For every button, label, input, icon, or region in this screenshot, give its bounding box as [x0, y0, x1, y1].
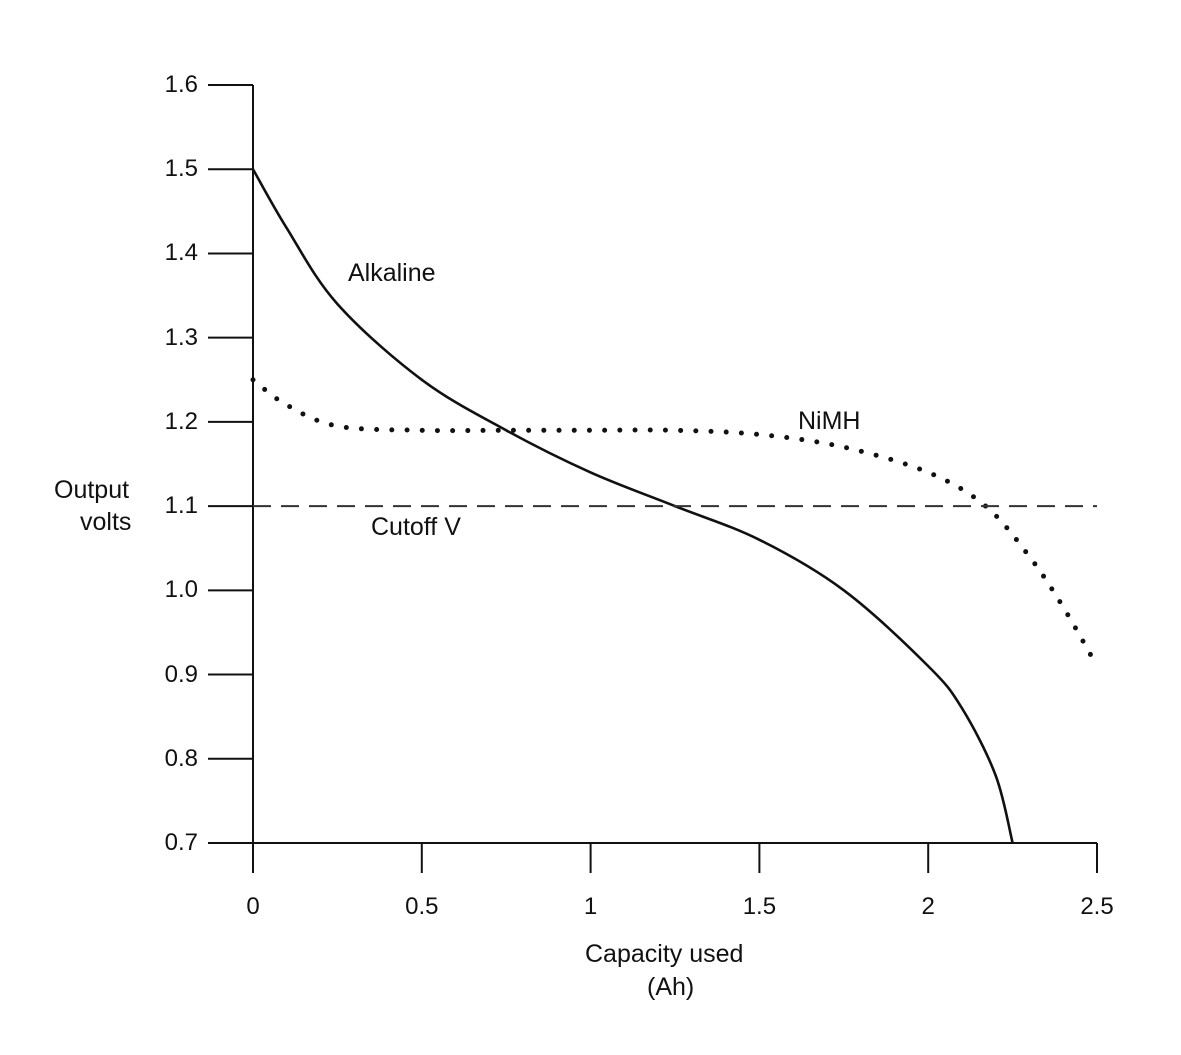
y-tick-label: 1.2 — [164, 407, 198, 435]
y-tick-label: 0.7 — [164, 829, 198, 856]
y-tick-label: 0.9 — [164, 660, 198, 688]
y-tick-label: 1.5 — [164, 155, 198, 183]
x-tick-label: 1 — [583, 893, 598, 920]
y-tick-label: 1.4 — [164, 239, 198, 267]
y-axis-label-line1: Output — [54, 476, 130, 504]
x-tick-label: 2.5 — [1080, 893, 1114, 920]
y-tick-label: 0.8 — [164, 744, 198, 772]
x-tick-label: 1.5 — [742, 893, 777, 920]
series-layer — [250, 168, 1100, 844]
series-alkaline-line — [251, 168, 1014, 844]
axes — [208, 84, 1098, 873]
y-tick-label: 1.6 — [164, 71, 198, 98]
annotation-alkaline: Alkaline — [348, 259, 436, 287]
y-tick-label: 1.1 — [164, 492, 198, 520]
x-tick-label: 2 — [921, 893, 935, 920]
x-tick-label: 0 — [246, 893, 260, 920]
y-tick-label: 1.3 — [164, 323, 198, 351]
x-axis-label-line2: (Ah) — [647, 973, 695, 1001]
annotation-cutoff: Cutoff V — [371, 513, 461, 541]
y-tick-label: 1.0 — [164, 576, 198, 604]
series-nimh-line — [250, 377, 1100, 669]
x-tick-label: 0.5 — [405, 893, 439, 920]
y-axis-label-line2: volts — [80, 508, 132, 536]
annotation-nimh: NiMH — [798, 407, 861, 435]
x-axis-label-line1: Capacity used — [585, 940, 744, 968]
